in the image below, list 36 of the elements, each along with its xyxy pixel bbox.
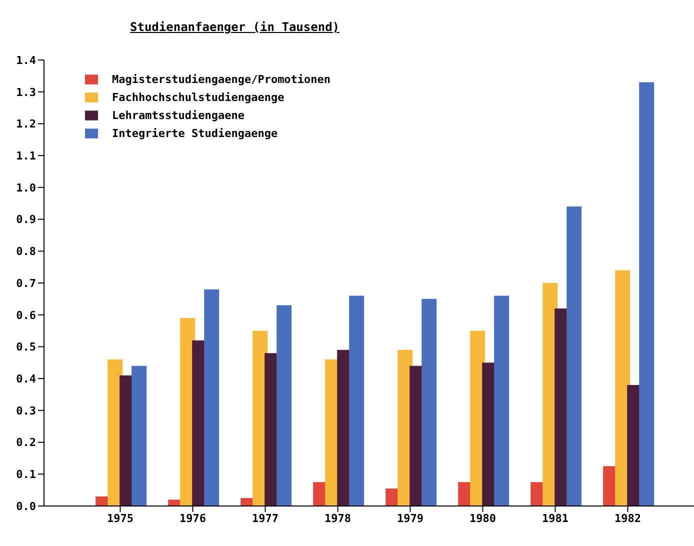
y-tick-label: 0.0 bbox=[16, 500, 36, 513]
y-tick-label: 0.2 bbox=[16, 436, 36, 450]
legend-label: Magisterstudiengaenge/Promotionen bbox=[112, 73, 331, 86]
bar bbox=[132, 366, 147, 506]
x-tick-label: 1982 bbox=[614, 512, 641, 525]
y-tick-label: 1.4 bbox=[16, 54, 36, 67]
y-tick-label: 1.0 bbox=[16, 181, 36, 194]
x-tick-label: 1976 bbox=[180, 512, 206, 525]
y-tick-label: 0.4 bbox=[16, 372, 36, 386]
x-tick-label: 1977 bbox=[252, 512, 278, 525]
legend-label: Lehramtsstudiengaene bbox=[112, 109, 244, 122]
bar bbox=[349, 296, 364, 506]
x-tick-label: 1975 bbox=[107, 512, 134, 525]
bar bbox=[639, 82, 654, 506]
bar bbox=[422, 298, 437, 506]
bar bbox=[276, 305, 292, 506]
bar bbox=[566, 206, 582, 506]
y-tick-label: 1.3 bbox=[16, 86, 36, 99]
chart-title: Studienanfaenger (in Tausend) bbox=[130, 20, 340, 34]
y-tick-label: 0.1 bbox=[16, 468, 36, 482]
legend-label: Integrierte Studiengaenge bbox=[112, 127, 278, 140]
x-tick-label: 1980 bbox=[470, 512, 496, 525]
x-tick-label: 1979 bbox=[397, 512, 424, 525]
y-tick-label: 0.5 bbox=[16, 340, 36, 354]
legend-label: Fachhochschulstudiengaenge bbox=[112, 91, 284, 104]
y-tick-label: 1.2 bbox=[16, 118, 36, 131]
y-tick-label: 0.6 bbox=[16, 308, 36, 322]
y-tick-label: 0.7 bbox=[16, 276, 36, 290]
bar bbox=[204, 289, 220, 506]
y-tick-label: 0.3 bbox=[16, 404, 36, 418]
y-tick-label: 1.1 bbox=[16, 149, 36, 162]
y-tick-label: 0.9 bbox=[16, 213, 36, 226]
x-tick-label: 1978 bbox=[324, 512, 351, 525]
bar bbox=[494, 296, 510, 506]
x-tick-label: 1981 bbox=[542, 512, 569, 525]
y-tick-label: 0.8 bbox=[16, 245, 36, 258]
